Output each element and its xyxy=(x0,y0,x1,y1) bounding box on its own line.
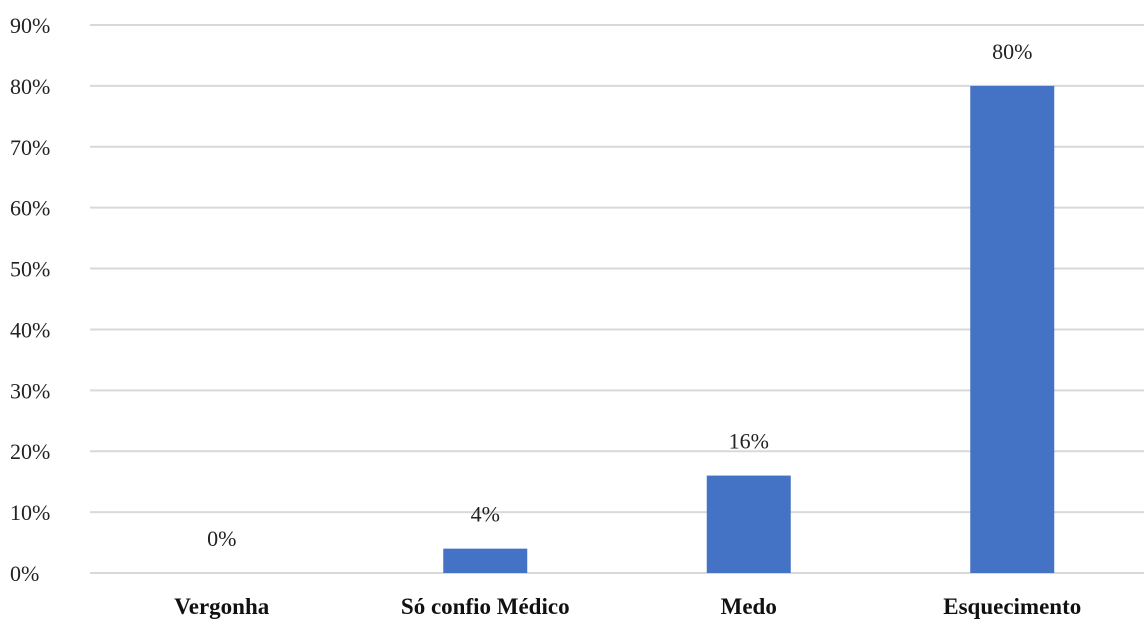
bar xyxy=(706,475,791,573)
y-tick-label: 10% xyxy=(10,500,50,525)
category-label: Só confio Médico xyxy=(401,594,570,619)
category-labels: Vergonha Só confio Médico Medo Esquecimento xyxy=(174,594,1081,619)
y-tick-label: 70% xyxy=(10,135,50,160)
y-tick-label: 50% xyxy=(10,257,50,282)
data-label: 4% xyxy=(471,502,500,527)
y-tick-label: 0% xyxy=(10,561,39,586)
y-tick-label: 60% xyxy=(10,196,50,221)
y-tick-label: 80% xyxy=(10,74,50,99)
category-label: Vergonha xyxy=(174,594,269,619)
y-axis-tick-labels: 0% 10% 20% 30% 40% 50% 60% 70% 80% 90% xyxy=(10,13,50,586)
category-label: Esquecimento xyxy=(943,594,1081,619)
data-labels: 0% 4% 16% 80% xyxy=(207,39,1032,551)
y-tick-label: 90% xyxy=(10,13,50,38)
gridlines xyxy=(90,24,1144,574)
bar xyxy=(443,548,528,573)
data-label: 0% xyxy=(207,526,236,551)
bars xyxy=(443,85,1055,573)
y-tick-label: 40% xyxy=(10,317,50,342)
y-tick-label: 30% xyxy=(10,378,50,403)
bar xyxy=(970,85,1055,573)
data-label: 16% xyxy=(729,429,769,454)
data-label: 80% xyxy=(992,39,1032,64)
category-label: Medo xyxy=(721,594,777,619)
y-tick-label: 20% xyxy=(10,439,50,464)
